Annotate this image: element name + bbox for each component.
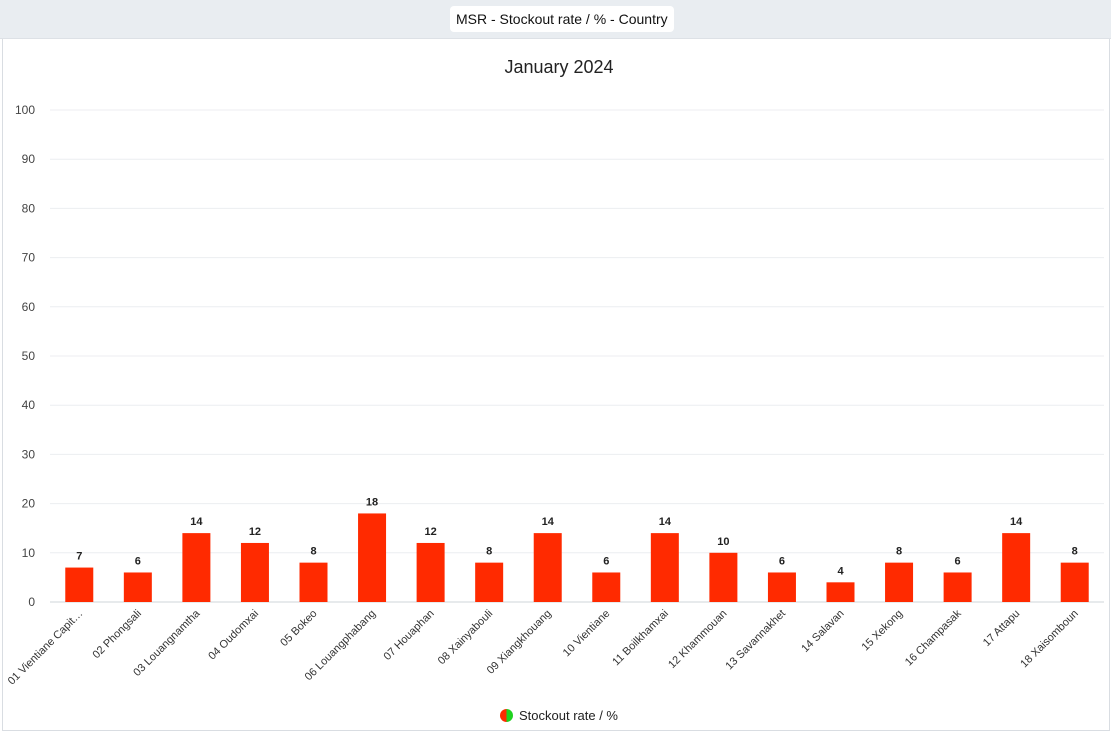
y-tick-label: 80 <box>22 201 36 215</box>
x-tick-label: 04 Oudomxai <box>206 608 261 663</box>
x-tick-label: 10 Vientiane <box>561 608 613 660</box>
data-label: 14 <box>659 516 672 528</box>
data-label: 12 <box>249 526 261 538</box>
bar[interactable] <box>1002 533 1031 602</box>
y-tick-label: 60 <box>22 300 36 314</box>
legend-item[interactable]: Stockout rate / % <box>500 707 618 723</box>
x-tick-label: 12 Khammouan <box>666 608 729 671</box>
x-tick-label: 01 Vientiane Capit… <box>6 608 86 688</box>
bar[interactable] <box>182 533 211 602</box>
x-tick-label: 09 Xiangkhouang <box>485 608 554 677</box>
bar[interactable] <box>475 562 504 602</box>
bar[interactable] <box>416 542 445 602</box>
x-tick-label: 08 Xainyabouli <box>436 608 496 668</box>
bar[interactable] <box>240 542 269 602</box>
data-label: 12 <box>424 526 436 538</box>
header-bar: MSR - Stockout rate / % - Country <box>0 0 1111 39</box>
bar[interactable] <box>299 562 328 602</box>
grid-lines <box>50 109 1104 603</box>
bar[interactable] <box>826 582 855 602</box>
y-tick-label: 90 <box>22 152 36 166</box>
y-tick-label: 10 <box>22 546 36 560</box>
bars <box>65 513 1089 602</box>
data-label: 6 <box>135 555 141 567</box>
data-label: 14 <box>190 516 203 528</box>
bar[interactable] <box>943 572 972 602</box>
bar[interactable] <box>65 567 94 602</box>
data-label: 8 <box>896 546 902 558</box>
bar[interactable] <box>123 572 152 602</box>
data-label: 4 <box>837 565 844 577</box>
data-label: 6 <box>955 555 961 567</box>
y-tick-label: 70 <box>22 251 36 265</box>
x-tick-label: 16 Champasak <box>903 607 964 668</box>
y-tick-label: 50 <box>22 349 36 363</box>
bar[interactable] <box>358 513 387 602</box>
data-label: 8 <box>1072 546 1078 558</box>
y-tick-label: 100 <box>15 103 35 117</box>
x-tick-label: 11 Boilkhamxai <box>610 608 671 669</box>
data-label: 8 <box>486 546 492 558</box>
y-tick-label: 20 <box>22 497 36 511</box>
data-labels: 7 6 14 12 8 18 12 8 14 6 14 10 6 4 8 6 14 8 <box>76 496 1078 577</box>
x-tick-label: 13 Savannakhet <box>723 608 788 673</box>
bar[interactable] <box>1060 562 1089 602</box>
x-tick-label: 18 Xaisomboun <box>1018 608 1081 671</box>
data-label: 14 <box>542 516 555 528</box>
data-label: 6 <box>779 555 785 567</box>
x-tick-label: 14 Salavan <box>799 608 846 655</box>
x-tick-label: 02 Phongsali <box>90 608 143 661</box>
data-label: 10 <box>717 536 729 548</box>
data-label: 14 <box>1010 516 1023 528</box>
bar[interactable] <box>709 552 738 602</box>
x-tick-label: 17 Attapu <box>981 608 1022 649</box>
y-tick-label: 40 <box>22 398 36 412</box>
x-tick-label: 07 Houaphan <box>382 608 437 663</box>
bar[interactable] <box>533 533 562 602</box>
bar[interactable] <box>650 533 679 602</box>
x-tick-label: 05 Bokeo <box>278 608 319 649</box>
bar[interactable] <box>767 572 796 602</box>
chart-title: January 2024 <box>504 57 613 77</box>
data-label: 8 <box>310 546 316 558</box>
x-tick-label: 15 Xekong <box>859 608 905 654</box>
data-label: 7 <box>76 551 82 563</box>
legend-label: Stockout rate / % <box>519 707 618 723</box>
bar[interactable] <box>592 572 621 602</box>
legend-swatch-icon <box>500 708 513 722</box>
chart-header-title: MSR - Stockout rate / % - Country <box>450 6 674 32</box>
data-label: 6 <box>603 555 609 567</box>
y-tick-label: 0 <box>28 595 35 609</box>
y-tick-label: 30 <box>22 447 36 461</box>
data-label: 18 <box>366 496 378 508</box>
y-axis: 0 10 20 30 40 50 60 70 80 90 100 <box>15 103 35 609</box>
bar[interactable] <box>885 562 914 602</box>
